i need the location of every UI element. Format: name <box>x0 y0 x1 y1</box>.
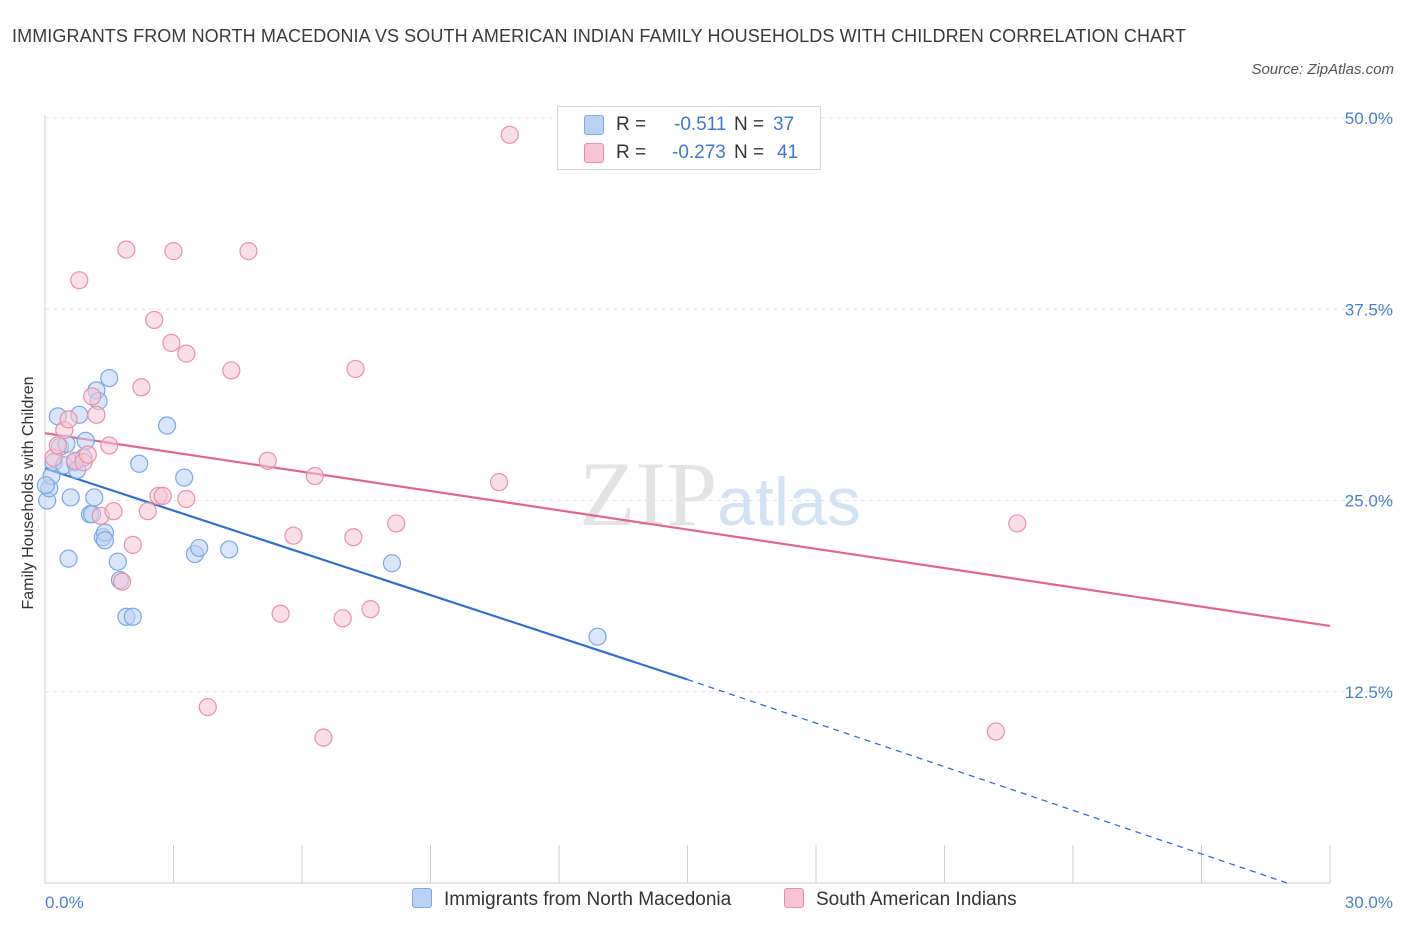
scatter-point-pink <box>344 528 363 547</box>
scatter-point-pink <box>145 310 164 330</box>
trendline-pink <box>44 432 1331 628</box>
scatter-point-pink <box>333 609 352 628</box>
scatter-point-pink <box>361 600 380 619</box>
scatter-point-blue <box>220 540 239 559</box>
legend-swatch-blue <box>584 115 604 135</box>
watermark: ZIPatlas <box>579 443 861 545</box>
y-tick-label: 37.5% <box>1345 300 1393 319</box>
scatter-point-blue <box>130 454 149 473</box>
scatter-point-pink <box>239 242 258 261</box>
scatter-point-blue <box>175 468 194 487</box>
legend-r-value: -0.273 <box>672 142 726 163</box>
scatter-point-pink <box>222 361 241 380</box>
scatter-point-pink <box>986 722 1006 741</box>
y-axis-label: Family Households with Children <box>20 377 37 610</box>
scatter-point-pink <box>100 436 119 455</box>
scatter-point-pink <box>78 445 97 464</box>
scatter-point-pink <box>104 502 123 521</box>
scatter-point-pink <box>314 728 333 747</box>
trendline-extension-blue <box>687 678 1288 884</box>
x-tick-label-max: 30.0% <box>1345 893 1393 912</box>
scatter-point-blue <box>95 531 115 550</box>
scatter-point-pink <box>500 125 519 144</box>
chart-title: IMMIGRANTS FROM NORTH MACEDONIA VS SOUTH… <box>12 26 1187 46</box>
scatter-point-pink <box>387 514 406 533</box>
scatter-point-pink <box>153 486 172 506</box>
legend-r-label: R = <box>616 142 647 163</box>
x-axis-ticks <box>173 845 1331 883</box>
y-tick-labels: 12.5% 25.0% 37.5% 50.0% <box>1345 109 1393 702</box>
scatter-point-blue <box>123 607 142 626</box>
scatter-point-blue <box>588 627 607 646</box>
scatter-point-pink <box>162 333 181 353</box>
scatter-point-pink <box>489 473 509 492</box>
scatter-point-blue <box>108 552 127 571</box>
scatter-point-blue <box>36 476 55 495</box>
scatter-point-pink <box>83 387 102 406</box>
legend-r-value: -0.511 <box>674 114 727 135</box>
scatter-point-blue <box>61 488 80 507</box>
bottom-legend-item-south-american-indians: South American Indians <box>784 888 1017 916</box>
gridlines <box>45 117 1393 693</box>
legend-r-label: R = <box>616 114 647 135</box>
scatter-point-blue <box>382 554 402 573</box>
scatter-point-pink <box>123 535 142 554</box>
legend-n-label: N = <box>734 142 765 163</box>
scatter-point-pink <box>258 451 277 470</box>
scatter-point-pink <box>177 344 196 363</box>
legend-n-label: N = <box>734 114 765 135</box>
y-tick-label: 50.0% <box>1345 109 1393 128</box>
data-points <box>36 125 1027 747</box>
scatter-point-pink <box>132 378 151 397</box>
scatter-point-blue <box>85 488 104 507</box>
correlation-legend: R = -0.511 N = 37 R = -0.273 N = 41 <box>557 106 821 170</box>
bottom-legend-item-macedonia: Immigrants from North Macedonia <box>412 888 731 916</box>
scatter-point-pink <box>198 697 217 717</box>
legend-swatch-pink <box>584 143 604 163</box>
scatter-point-pink <box>138 502 157 521</box>
scatter-point-pink <box>117 240 136 259</box>
scatter-point-blue <box>59 549 78 568</box>
scatter-point-pink <box>164 242 183 261</box>
legend-label: South American Indians <box>816 889 1017 910</box>
scatter-point-pink <box>48 436 67 455</box>
x-tick-label-min: 0.0% <box>45 893 84 912</box>
scatter-point-blue <box>100 369 119 388</box>
legend-swatch-pink <box>784 888 804 908</box>
scatter-point-pink <box>87 405 106 424</box>
legend-swatch-blue <box>412 888 432 908</box>
scatter-point-pink <box>271 604 290 623</box>
legend-n-value: 41 <box>777 142 799 163</box>
scatter-point-pink <box>70 271 89 290</box>
source-label: Source: ZipAtlas.com <box>1251 61 1394 78</box>
scatter-point-blue <box>190 538 209 558</box>
y-tick-label: 25.0% <box>1345 492 1393 511</box>
scatter-point-pink <box>112 572 132 591</box>
y-tick-label: 12.5% <box>1345 683 1393 702</box>
scatter-point-blue <box>157 416 177 435</box>
scatter-point-pink <box>284 526 303 545</box>
scatter-point-pink <box>1008 514 1027 533</box>
legend-label: Immigrants from North Macedonia <box>444 889 732 910</box>
scatter-point-pink <box>177 489 196 509</box>
scatter-point-pink <box>59 410 78 429</box>
scatter-point-pink <box>346 359 365 379</box>
legend-n-value: 37 <box>773 114 795 135</box>
scatter-point-pink <box>305 466 324 486</box>
